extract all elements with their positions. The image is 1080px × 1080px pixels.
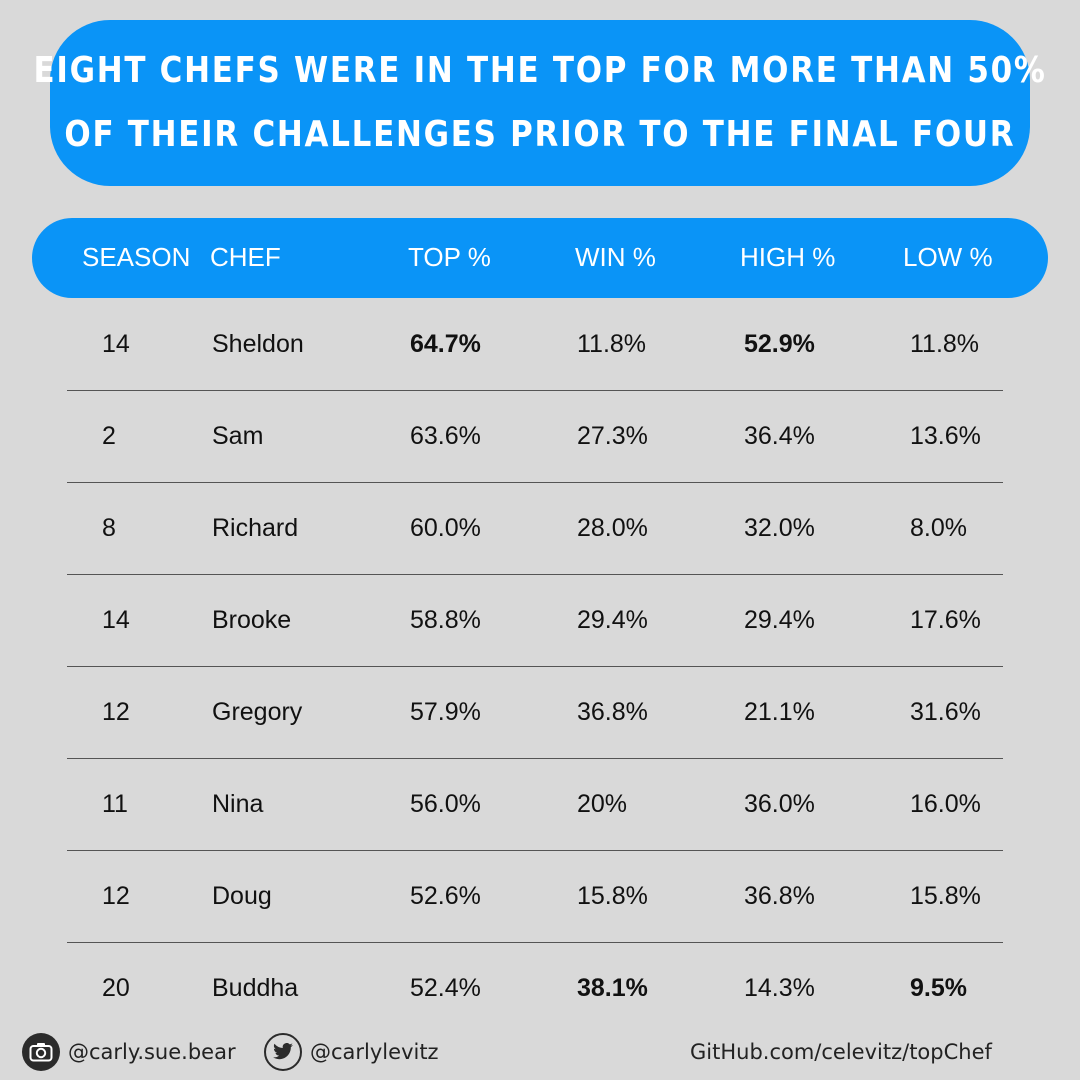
twitter-text: @carlylevitz [310,1040,439,1064]
twitter-handle[interactable]: @carlylevitz [264,1030,439,1074]
twitter-bird-icon [264,1033,302,1071]
cell-season: 2 [102,422,116,450]
instagram-text: @carly.sue.bear [68,1040,236,1064]
cell-top: 52.6% [410,882,481,910]
header-high: HIGH % [740,242,836,272]
cell-low: 9.5% [910,974,967,1002]
cell-top: 56.0% [410,790,481,818]
cell-win: 11.8% [577,330,647,358]
cell-chef: Richard [212,514,299,542]
cell-low: 13.6% [910,422,981,450]
cell-chef: Gregory [212,698,303,726]
table-row: 8 Richard 60.0% 28.0% 32.0% 8.0% [0,482,1080,574]
cell-season: 20 [102,974,130,1002]
cell-top: 52.4% [410,974,481,1002]
cell-season: 14 [102,330,130,358]
table-row: 20 Buddha 52.4% 38.1% 14.3% 9.5% [0,942,1080,1034]
cell-chef: Buddha [212,974,299,1002]
cell-win: 27.3% [577,422,648,450]
cell-low: 11.8% [910,330,980,358]
cell-high: 52.9% [744,330,815,358]
cell-season: 12 [102,698,130,726]
cell-high: 29.4% [744,606,815,634]
header-chef: CHEF [210,242,281,272]
github-link[interactable]: GitHub.com/celevitz/topChef [690,1030,992,1074]
cell-season: 8 [102,514,116,542]
cell-win: 36.8% [577,698,648,726]
table-row: 11 Nina 56.0% 20% 36.0% 16.0% [0,758,1080,850]
cell-low: 31.6% [910,698,981,726]
github-text: GitHub.com/celevitz/topChef [690,1040,992,1064]
cell-win: 28.0% [577,514,648,542]
cell-low: 16.0% [910,790,981,818]
cell-season: 11 [102,790,128,818]
row-divider [67,758,1003,759]
cell-season: 12 [102,882,130,910]
table-row: 12 Gregory 57.9% 36.8% 21.1% 31.6% [0,666,1080,758]
cell-top: 60.0% [410,514,481,542]
row-divider [67,574,1003,575]
table-row: 14 Brooke 58.8% 29.4% 29.4% 17.6% [0,574,1080,666]
cell-chef: Brooke [212,606,292,634]
cell-win: 29.4% [577,606,648,634]
title-line-1: EIGHT CHEFS WERE IN THE TOP FOR MORE THA… [33,50,1047,91]
row-divider [67,482,1003,483]
cell-top: 58.8% [410,606,481,634]
cell-high: 21.1% [744,698,815,726]
camera-icon [22,1033,60,1071]
cell-high: 36.4% [744,422,815,450]
cell-season: 14 [102,606,130,634]
title-banner: EIGHT CHEFS WERE IN THE TOP FOR MORE THA… [33,20,1045,186]
cell-low: 8.0% [910,514,967,542]
cell-high: 36.8% [744,882,815,910]
cell-chef: Sheldon [212,330,304,358]
row-divider [67,850,1003,851]
cell-top: 63.6% [410,422,481,450]
cell-win: 38.1% [577,974,648,1002]
cell-top: 57.9% [410,698,481,726]
title-line-2: OF THEIR CHALLENGES PRIOR TO THE FINAL F… [64,114,1016,155]
row-divider [67,666,1003,667]
cell-chef: Sam [212,422,264,450]
cell-top: 64.7% [410,330,481,358]
cell-win: 20% [577,790,628,818]
cell-high: 14.3% [744,974,815,1002]
cell-win: 15.8% [577,882,648,910]
table-row: 12 Doug 52.6% 15.8% 36.8% 15.8% [0,850,1080,942]
cell-low: 15.8% [910,882,981,910]
header-season: SEASON [82,242,191,272]
cell-high: 36.0% [744,790,815,818]
table-row: 14 Sheldon 64.7% 11.8% 52.9% 11.8% [0,298,1080,390]
header-win: WIN % [575,242,656,272]
cell-high: 32.0% [744,514,815,542]
row-divider [67,390,1003,391]
row-divider [67,942,1003,943]
header-low: LOW % [903,242,993,272]
cell-chef: Nina [212,790,264,818]
cell-low: 17.6% [910,606,981,634]
instagram-handle[interactable]: @carly.sue.bear [22,1030,236,1074]
table-row: 2 Sam 63.6% 27.3% 36.4% 13.6% [0,390,1080,482]
table-header: SEASON CHEF TOP % WIN % HIGH % LOW % [32,218,1048,298]
header-top: TOP % [408,242,491,272]
cell-chef: Doug [212,882,272,910]
